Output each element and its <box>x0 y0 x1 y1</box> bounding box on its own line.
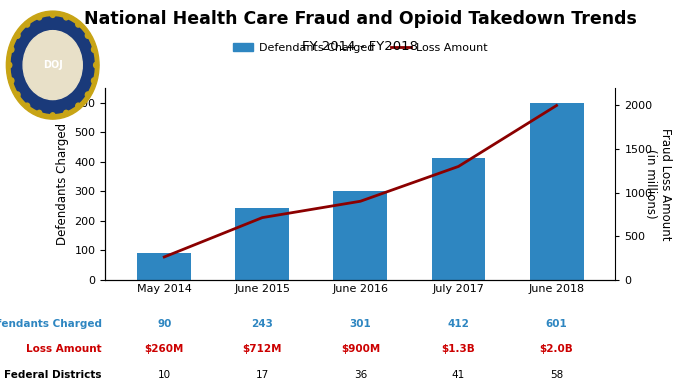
Circle shape <box>37 14 41 20</box>
Text: $2.0B: $2.0B <box>540 344 573 354</box>
Text: 412: 412 <box>447 319 469 329</box>
Bar <box>333 191 388 280</box>
Text: 17: 17 <box>256 370 269 380</box>
Text: FY 2014 - FY2018: FY 2014 - FY2018 <box>303 40 418 53</box>
Circle shape <box>9 78 14 83</box>
Circle shape <box>64 14 69 20</box>
Circle shape <box>12 17 94 113</box>
Circle shape <box>23 31 82 100</box>
Text: $260M: $260M <box>145 344 184 354</box>
Text: 10: 10 <box>158 370 171 380</box>
Text: $900M: $900M <box>341 344 380 354</box>
Text: $712M: $712M <box>243 344 282 354</box>
Bar <box>235 208 289 280</box>
Text: Federal Districts: Federal Districts <box>5 370 102 380</box>
Bar <box>530 103 583 280</box>
Text: 58: 58 <box>550 370 563 380</box>
Bar <box>137 253 191 280</box>
Y-axis label: Defendants Charged: Defendants Charged <box>56 123 69 245</box>
Circle shape <box>75 103 81 109</box>
Circle shape <box>15 92 20 98</box>
Text: 36: 36 <box>354 370 367 380</box>
Circle shape <box>24 103 30 109</box>
Circle shape <box>94 62 99 68</box>
Text: Loss Amount: Loss Amount <box>27 344 102 354</box>
Circle shape <box>7 62 12 68</box>
Circle shape <box>92 78 97 83</box>
Text: National Health Care Fraud and Opioid Takedown Trends: National Health Care Fraud and Opioid Ta… <box>84 10 637 28</box>
Text: Defendants Charged: Defendants Charged <box>0 319 102 329</box>
Text: 243: 243 <box>252 319 273 329</box>
Legend: Defendants Charged, Loss Amount: Defendants Charged, Loss Amount <box>228 39 492 57</box>
Circle shape <box>75 21 81 27</box>
Circle shape <box>6 11 99 119</box>
Circle shape <box>50 113 55 119</box>
Text: 301: 301 <box>350 319 371 329</box>
Text: 90: 90 <box>157 319 171 329</box>
Circle shape <box>37 110 41 116</box>
Circle shape <box>92 47 97 52</box>
Circle shape <box>64 110 69 116</box>
Text: DOJ: DOJ <box>43 60 63 70</box>
Circle shape <box>50 12 55 18</box>
Bar <box>432 158 486 280</box>
Text: $1.3B: $1.3B <box>441 344 475 354</box>
Circle shape <box>24 21 30 27</box>
Text: 601: 601 <box>545 319 567 329</box>
Text: 41: 41 <box>452 370 465 380</box>
Circle shape <box>85 92 90 98</box>
Circle shape <box>85 33 90 38</box>
Circle shape <box>15 33 20 38</box>
Y-axis label: Fraud Loss Amount
(in millions): Fraud Loss Amount (in millions) <box>644 128 672 240</box>
Circle shape <box>9 47 14 52</box>
